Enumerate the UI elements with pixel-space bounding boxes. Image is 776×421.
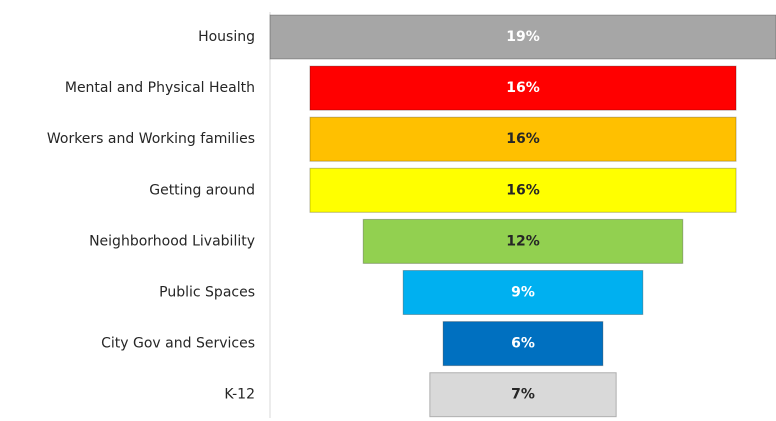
value-label: 9%	[511, 285, 535, 301]
category-label: Getting around	[149, 182, 255, 198]
value-label: 16%	[506, 80, 540, 96]
funnel-bar	[402, 270, 644, 315]
value-label: 16%	[506, 131, 540, 147]
funnel-bar	[429, 372, 617, 418]
category-label: City Gov and Services	[101, 336, 255, 352]
funnel-bar	[442, 321, 604, 367]
funnel-bar	[362, 218, 684, 264]
category-label: Workers and Working families	[47, 131, 255, 147]
funnel-bar	[269, 14, 776, 60]
value-label: 12%	[506, 233, 540, 249]
value-label: 7%	[511, 387, 535, 403]
funnel-bar	[309, 116, 737, 162]
category-label: Neighborhood Livability	[89, 233, 255, 249]
category-label: K-12	[224, 387, 255, 403]
category-label: Public Spaces	[159, 285, 255, 301]
value-label: 19%	[506, 29, 540, 45]
value-label: 6%	[511, 336, 535, 352]
category-label: Housing	[198, 29, 255, 45]
funnel-bar	[309, 65, 737, 111]
funnel-bar	[309, 167, 737, 213]
category-label: Mental and Physical Health	[65, 80, 255, 96]
value-label: 16%	[506, 182, 540, 198]
